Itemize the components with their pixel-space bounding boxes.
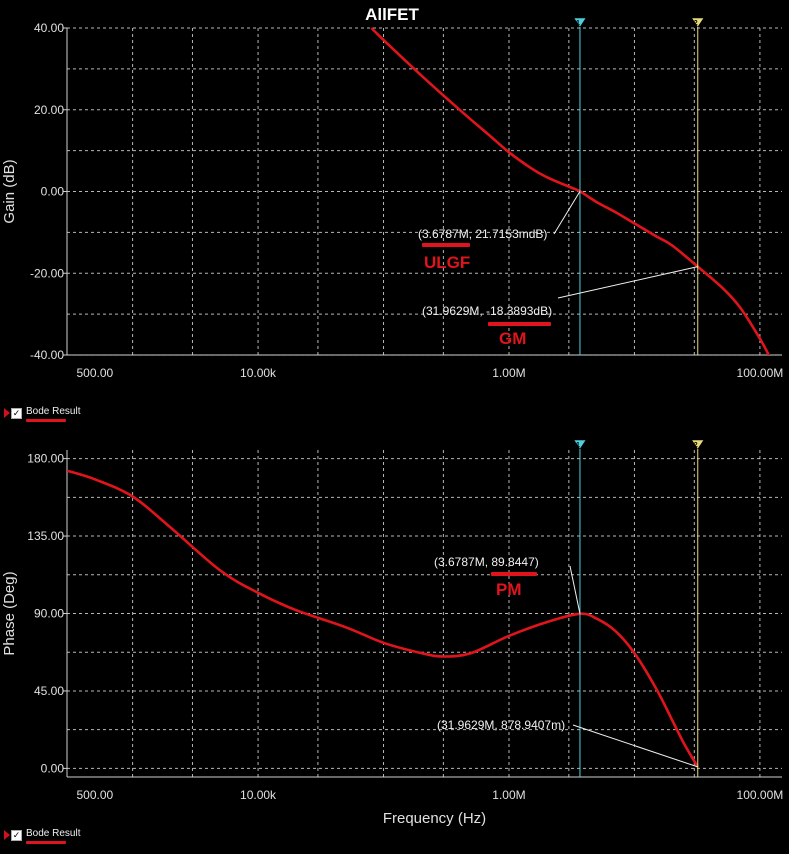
cursor-leader-line	[569, 565, 581, 614]
cursor-marker-icon	[691, 17, 705, 28]
legend-checkbox[interactable]: ✓	[11, 830, 22, 841]
x-tick-label: 1.00M	[492, 366, 525, 380]
y-tick-label: 0.00	[41, 185, 65, 199]
x-tick-label: 500.00	[76, 788, 113, 802]
annotation-label: GM	[499, 329, 526, 348]
legend-top[interactable]: ✓ Bode Result	[4, 406, 80, 422]
cursor-readout: (3.6787M, 21.7153mdB)	[418, 227, 547, 241]
y-tick-label: 20.00	[34, 103, 64, 117]
legend-swatch	[26, 419, 66, 422]
y-tick-label: 45.00	[34, 684, 64, 698]
cursor-marker-icon	[691, 439, 705, 450]
legend-flag-icon	[4, 408, 10, 418]
cursor-readout: (31.9629M, 878.9407m)	[437, 718, 565, 732]
x-tick-label: 10.00k	[240, 788, 277, 802]
legend-bottom[interactable]: ✓ Bode Result	[4, 828, 80, 844]
chart-phase: 180.00 135.00 90.00 45.00 0.00 500.00 10.00k 1.…	[1, 439, 784, 827]
series-line	[67, 469, 699, 768]
cursor-leader-line	[553, 191, 581, 235]
y-axis-title: Gain (dB)	[1, 159, 18, 223]
legend-checkbox[interactable]: ✓	[11, 408, 22, 419]
cursor-marker-number: 2	[694, 442, 698, 449]
legend-swatch	[26, 841, 66, 844]
cursor-leader-line	[572, 724, 698, 768]
series-line	[370, 27, 771, 355]
cursor-marker-number: 1	[576, 20, 580, 27]
annotation-label: ULGF	[424, 253, 470, 272]
x-tick-label: 500.00	[76, 366, 113, 380]
y-tick-label: 40.00	[34, 21, 64, 35]
cursor-marker-number: 1	[576, 442, 580, 449]
annotation-label: PM	[496, 580, 522, 599]
legend-label: Bode Result	[26, 828, 81, 839]
x-tick-label: 1.00M	[492, 788, 525, 802]
annotation-underline	[491, 572, 537, 576]
y-tick-label: 180.00	[27, 452, 64, 466]
x-tick-label: 100.00M	[737, 366, 784, 380]
chart-gain: 40.00 20.00 0.00 -20.00 -40.00 500.00 10.00k 1.…	[1, 5, 783, 380]
cursor-marker-icon	[573, 439, 587, 450]
y-tick-label: 0.00	[41, 761, 65, 775]
y-tick-label: 135.00	[27, 529, 64, 543]
cursor-marker-icon	[573, 17, 587, 28]
cursor-marker-number: 2	[694, 20, 698, 27]
y-axis-title: Phase (Deg)	[1, 571, 18, 655]
x-tick-label: 100.00M	[737, 788, 784, 802]
annotation-underline	[488, 322, 551, 326]
cursor-readout: (3.6787M, 89.8447)	[434, 555, 539, 569]
legend-flag-icon	[4, 830, 10, 840]
y-tick-label: -20.00	[30, 266, 64, 280]
annotation-underline	[422, 243, 470, 247]
x-axis-title: Frequency (Hz)	[383, 810, 486, 827]
chart-title: AllFET	[365, 5, 419, 24]
y-tick-label: 90.00	[34, 607, 64, 621]
y-tick-label: -40.00	[30, 348, 64, 362]
cursor-readout: (31.9629M, -18.3893dB)	[422, 304, 552, 318]
x-tick-label: 10.00k	[240, 366, 277, 380]
cursor-leader-line	[557, 266, 698, 299]
legend-label: Bode Result	[26, 406, 81, 417]
